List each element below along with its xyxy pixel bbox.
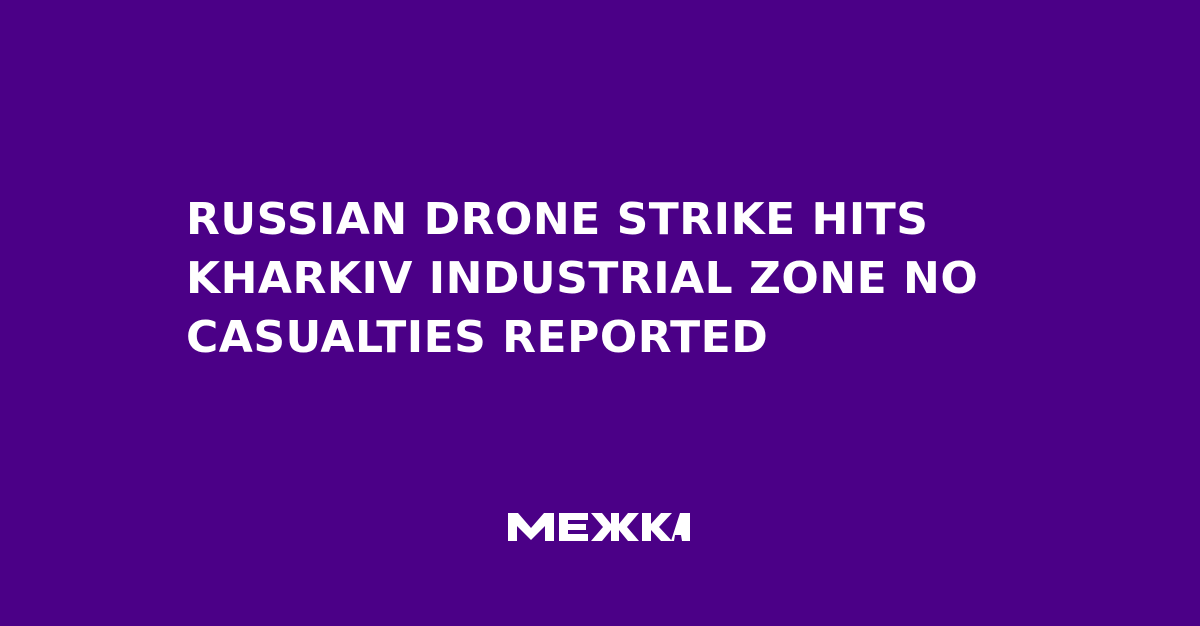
headline-line-1: RUSSIAN DRONE STRIKE HITS: [186, 194, 929, 245]
headline-line-2: KHARKIV INDUSTRIAL ZONE NO: [186, 253, 979, 304]
headline: RUSSIAN DRONE STRIKE HITS KHARKIV INDUST…: [186, 190, 1086, 367]
brand-logo: [508, 513, 690, 541]
headline-line-3: CASUALTIES REPORTED: [186, 312, 769, 363]
